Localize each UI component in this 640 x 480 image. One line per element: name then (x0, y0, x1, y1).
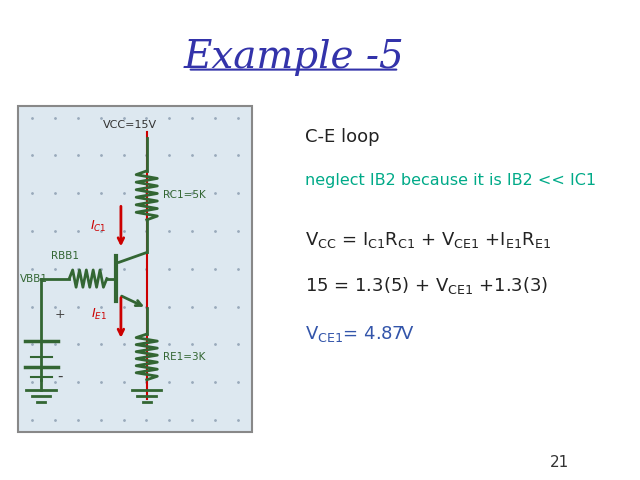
Text: +: + (54, 308, 65, 321)
Text: 21: 21 (550, 456, 570, 470)
Text: -: - (57, 369, 63, 384)
Text: C-E loop: C-E loop (305, 128, 380, 146)
Text: RC1=5K: RC1=5K (163, 191, 206, 200)
Text: $I_{E1}$: $I_{E1}$ (91, 307, 107, 322)
Text: V$_{\mathrm{CE1}}$= 4.87V: V$_{\mathrm{CE1}}$= 4.87V (305, 324, 415, 344)
Text: V$_{\mathrm{CC}}$ = I$_{\mathrm{C1}}$R$_{\mathrm{C1}}$ + V$_{\mathrm{CE1}}$ +I$_: V$_{\mathrm{CC}}$ = I$_{\mathrm{C1}}$R$_… (305, 230, 552, 250)
Text: RBB1: RBB1 (51, 251, 79, 261)
Bar (18, 106, 252, 432)
Text: 15 = 1.3(5) + V$_{\mathrm{CE1}}$ +1.3(3): 15 = 1.3(5) + V$_{\mathrm{CE1}}$ +1.3(3) (305, 275, 548, 296)
Text: Example -5: Example -5 (183, 39, 404, 76)
Text: VBB1: VBB1 (20, 274, 48, 284)
Text: neglect IB2 because it is IB2 << IC1: neglect IB2 because it is IB2 << IC1 (305, 172, 596, 188)
Text: RE1=3K: RE1=3K (163, 352, 205, 362)
Text: $I_{C1}$: $I_{C1}$ (90, 219, 107, 234)
Text: VCC=15V: VCC=15V (103, 120, 157, 130)
